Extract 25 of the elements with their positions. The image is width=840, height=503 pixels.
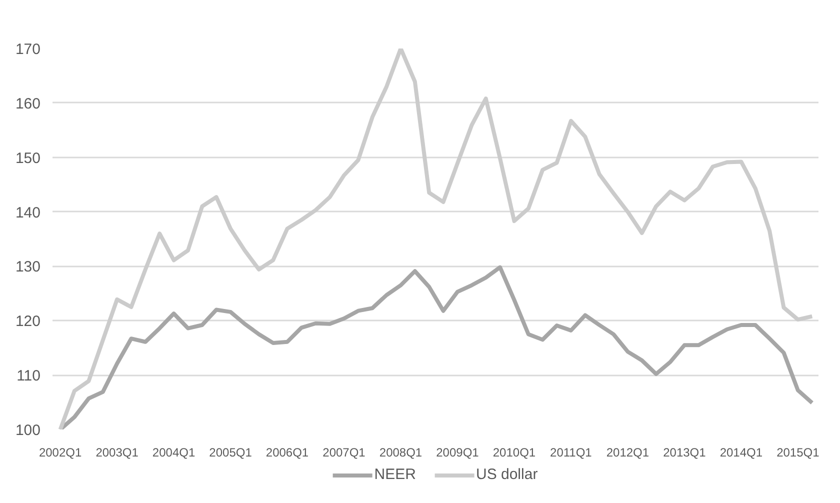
x-tick-label: 2002Q1 [38, 446, 82, 460]
x-tick-label: 2009Q1 [436, 446, 480, 460]
y-tick-label: 150 [15, 150, 41, 167]
x-tick-label: 2006Q1 [266, 446, 309, 460]
y-tick-label: 120 [15, 313, 41, 330]
y-tick-label: 100 [15, 422, 41, 439]
x-tick-label: 2014Q1 [720, 446, 763, 460]
y-tick-label: 160 [15, 95, 41, 112]
x-tick-label: 2013Q1 [663, 446, 706, 460]
legend-label: US dollar [476, 466, 538, 483]
x-tick-label: 2012Q1 [606, 446, 650, 460]
x-tick-label: 2008Q1 [379, 446, 422, 460]
x-tick-label: 2005Q1 [209, 446, 252, 460]
line-series [58, 48, 814, 430]
x-tick-label: 2004Q1 [152, 446, 196, 460]
y-tick-label: 140 [15, 204, 41, 222]
x-tick-label: 2003Q1 [96, 446, 139, 460]
legend-label: NEER [374, 466, 416, 483]
x-tick-label: 2010Q1 [492, 446, 536, 460]
y-tick-label: 110 [16, 368, 41, 385]
x-tick-label: 2007Q1 [322, 446, 366, 460]
x-tick-label: 2015Q1 [776, 446, 820, 460]
y-tick-label: 130 [15, 258, 41, 276]
x-tick-label: 2011Q1 [550, 446, 592, 460]
y-tick-label: 170 [15, 41, 41, 58]
